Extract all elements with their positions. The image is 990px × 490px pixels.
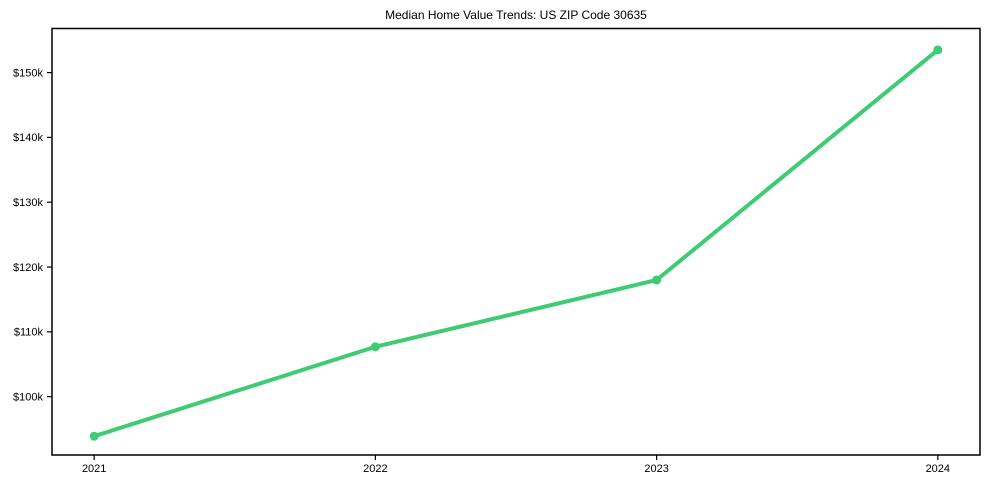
y-tick-label: $100k [13, 391, 43, 403]
y-tick-label: $130k [13, 197, 43, 209]
y-tick-label: $110k [14, 327, 44, 339]
data-point-marker [933, 45, 943, 55]
x-tick-label: 2023 [644, 463, 668, 475]
plot-box [51, 27, 981, 456]
x-tick-label: 2022 [363, 463, 387, 475]
series-layer [89, 45, 943, 441]
x-tick-label: 2021 [82, 463, 106, 475]
y-tick-label: $120k [13, 262, 43, 274]
x-tick-label: 2024 [926, 463, 950, 475]
chart-title: Median Home Value Trends: US ZIP Code 30… [385, 8, 647, 22]
data-point-marker [89, 431, 99, 441]
data-point-marker [652, 275, 662, 285]
series-line [92, 47, 940, 439]
y-tick-label: $140k [13, 132, 43, 144]
axes-layer: $100k $110k $120k $130k $140k $150k 2021 2022 20… [13, 27, 981, 475]
data-point-marker [370, 342, 380, 352]
y-tick-label: $150k [13, 67, 43, 79]
